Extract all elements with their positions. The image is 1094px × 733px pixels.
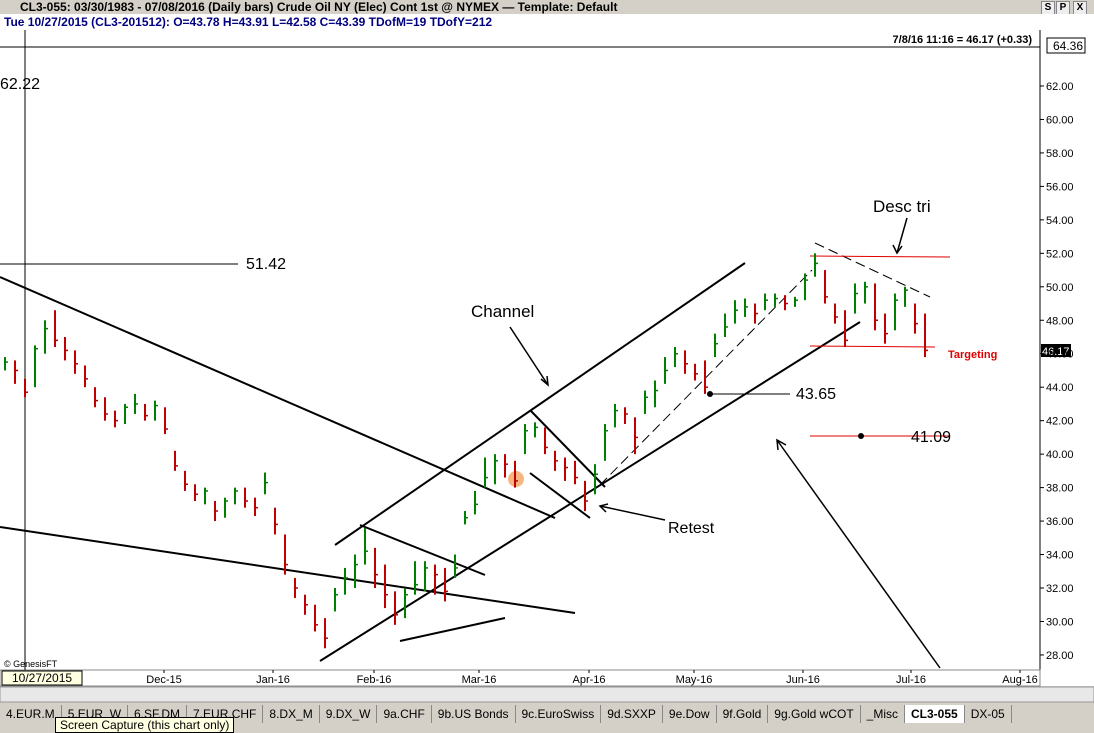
title-bar: CL3-055: 03/30/1983 - 07/08/2016 (Daily … [0, 0, 1094, 14]
trendlines [0, 262, 905, 662]
window-title: CL3-055: 03/30/1983 - 07/08/2016 (Daily … [20, 0, 618, 14]
dashed-line [814, 242, 931, 298]
y-tick-label: 50.00 [1046, 282, 1074, 294]
tab[interactable]: _Misc [861, 705, 905, 723]
plot-bg [0, 30, 1040, 670]
annotation: Targeting [948, 349, 997, 361]
top-label: 64.36 [1053, 39, 1083, 53]
y-tick-label: 52.00 [1046, 248, 1074, 260]
x-tick-label: May-16 [676, 674, 713, 686]
annotation: Channel [471, 302, 534, 321]
y-tick-label: 48.00 [1046, 315, 1074, 327]
x-tick-label: Dec-15 [146, 674, 181, 686]
y-tick-label: 38.00 [1046, 483, 1074, 495]
annotation: 43.65 [796, 386, 836, 403]
y-tick-label: 36.00 [1046, 516, 1074, 528]
y-tick-label: 60.00 [1046, 114, 1074, 126]
tab[interactable]: CL3-055 [905, 705, 965, 723]
x-tick-label: Feb-16 [357, 674, 392, 686]
y-tick-label: 42.00 [1046, 416, 1074, 428]
info-text: Tue 10/27/2015 (CL3-201512): O=43.78 H=4… [4, 15, 493, 29]
y-tick-label: 32.00 [1046, 583, 1074, 595]
button[interactable]: S [1041, 1, 1055, 15]
tab-bar: 4.EUR.M 5.EUR_W 6.SF.DM 7.EUR.CHF 8.DX_M 9.DX… [0, 705, 1094, 723]
cursor-label: 10/27/2015 [12, 671, 72, 685]
price-label: 46.17 [1042, 346, 1070, 358]
x-tick-label: Jul-16 [896, 674, 926, 686]
top-box [1046, 37, 1086, 54]
x-tick-label: Mar-16 [462, 674, 497, 686]
x-tick-label: Jan-16 [256, 674, 290, 686]
y-tick-label: 44.00 [1046, 382, 1074, 394]
y-tick-label: 54.00 [1046, 215, 1074, 227]
arrows [509, 217, 941, 669]
y-tick-label: 28.00 [1046, 650, 1074, 662]
y-axis-bg [1040, 30, 1094, 686]
support-line [809, 345, 936, 348]
annotation: 41.09 [911, 429, 951, 446]
y-tick-label: 30.00 [1046, 616, 1074, 628]
tab[interactable]: DX-05 [965, 705, 1012, 723]
tab[interactable]: 9f.Gold [717, 705, 769, 723]
y-tick-label: 58.00 [1046, 148, 1074, 160]
y-tick-label: 62.00 [1046, 81, 1074, 93]
marker [858, 433, 864, 439]
tab[interactable]: 8.DX_M [263, 705, 320, 723]
tab[interactable]: 9c.EuroSwiss [516, 705, 602, 723]
x-tick-label: Aug-16 [1002, 674, 1037, 686]
annotation: Retest [668, 520, 715, 537]
x-axis-bg [0, 669, 1041, 687]
tab[interactable]: 9g.Gold wCOT [768, 705, 861, 723]
tab[interactable]: 9a.CHF [377, 705, 432, 723]
tab[interactable]: 9e.Dow [663, 705, 717, 723]
scrollbar[interactable] [0, 686, 1094, 703]
annotation: Desc tri [873, 197, 931, 216]
tab[interactable]: 4.EUR.M [0, 705, 62, 723]
cursor-box [1, 670, 83, 686]
info-bar: Tue 10/27/2015 (CL3-201512): O=43.78 H=4… [0, 14, 1094, 30]
x-tick-label: Apr-16 [572, 674, 605, 686]
marker [707, 391, 713, 397]
tooltip: Screen Capture (this chart only) [55, 717, 235, 733]
copyright: © GenesisFT [4, 659, 58, 669]
price-box [1041, 344, 1071, 357]
x-tick-label: Jun-16 [786, 674, 820, 686]
tab[interactable]: 9d.SXXP [601, 705, 663, 723]
last-update: 7/8/16 11:16 = 46.17 (+0.33) [893, 34, 1033, 46]
y-tick-label: 40.00 [1046, 449, 1074, 461]
annotation: 62.22 [0, 76, 40, 93]
tab[interactable]: 9.DX_W [320, 705, 378, 723]
y-tick-label: 34.00 [1046, 550, 1074, 562]
tab[interactable]: 9b.US Bonds [432, 705, 516, 723]
y-tick-label: 56.00 [1046, 181, 1074, 193]
chart: 10/27/2015 7/8/16 11:16 = 46.17 (+0.33) … [0, 30, 1094, 703]
y-tick-label: 46.00 [1046, 349, 1074, 361]
annotation: 51.42 [246, 256, 286, 273]
resistance-line [809, 255, 951, 258]
